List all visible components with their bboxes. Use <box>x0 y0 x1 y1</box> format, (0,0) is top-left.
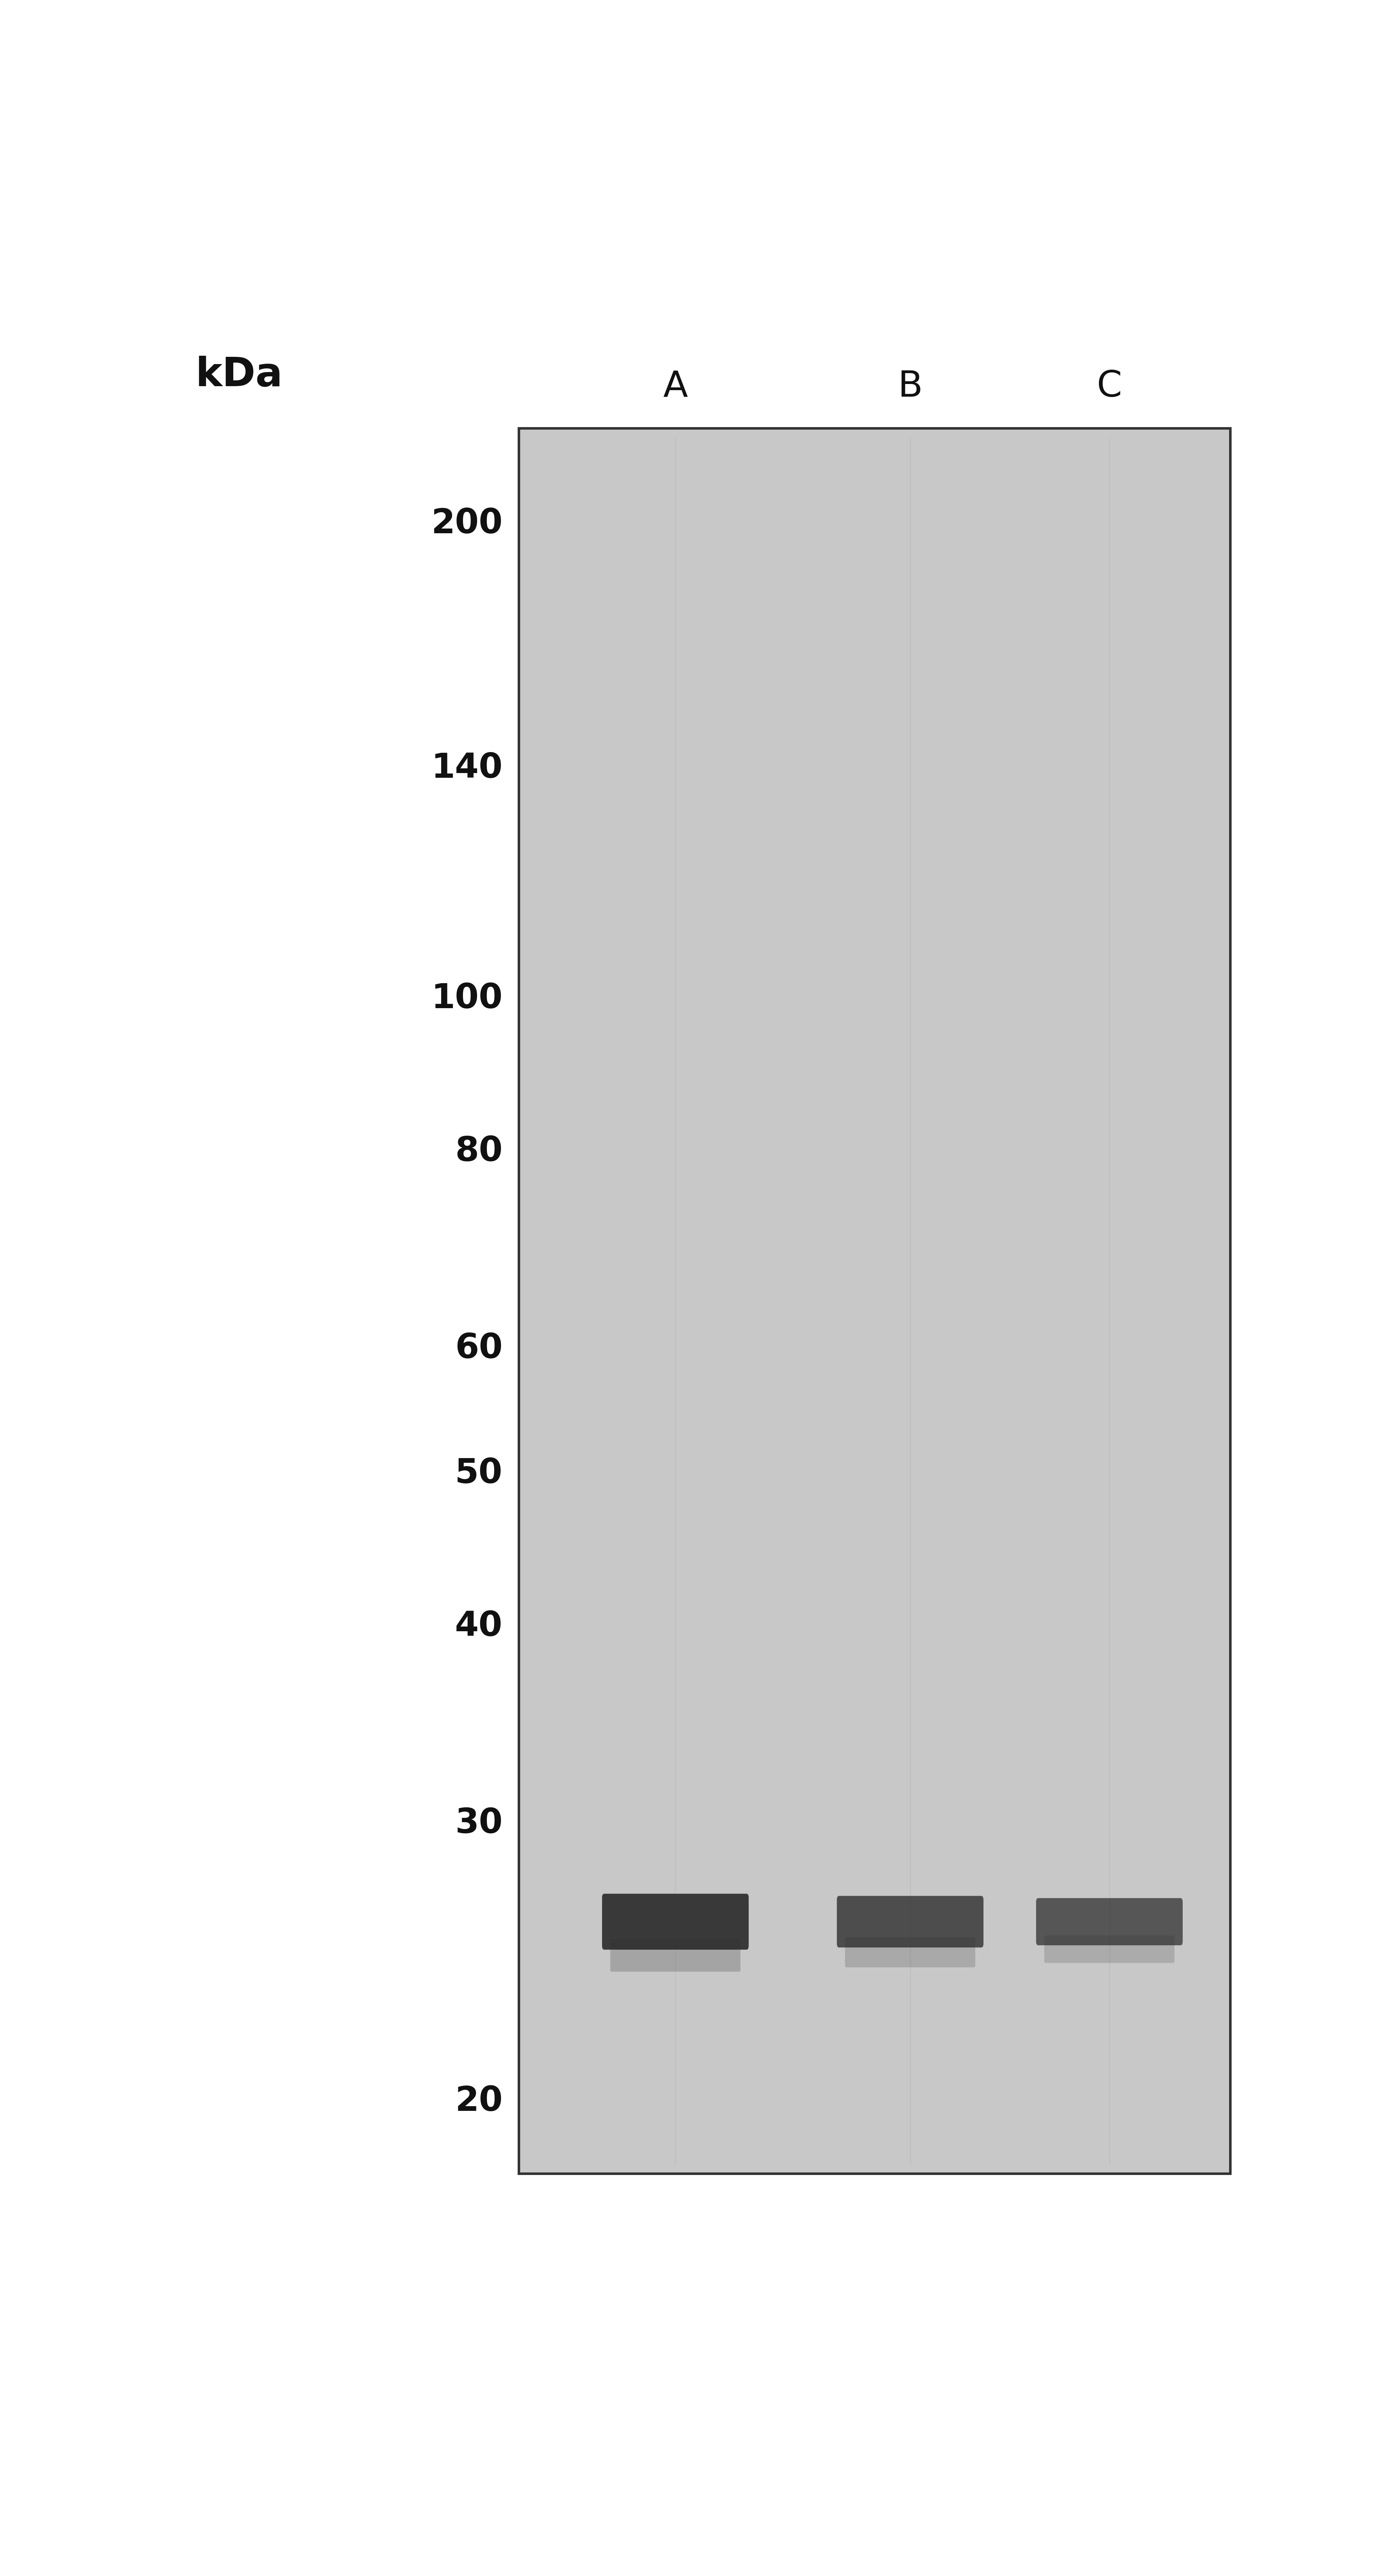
FancyBboxPatch shape <box>1045 1935 1174 1963</box>
Text: C: C <box>1096 368 1123 404</box>
FancyBboxPatch shape <box>611 1940 740 1971</box>
FancyBboxPatch shape <box>846 1937 975 1968</box>
Text: 60: 60 <box>455 1332 502 1365</box>
Text: 200: 200 <box>431 507 502 541</box>
Text: 20: 20 <box>455 2084 502 2117</box>
Text: 100: 100 <box>431 981 502 1015</box>
Text: 50: 50 <box>455 1458 502 1492</box>
Text: 140: 140 <box>431 752 502 786</box>
FancyBboxPatch shape <box>602 1893 748 1950</box>
FancyBboxPatch shape <box>1036 1899 1182 1945</box>
Text: A: A <box>664 368 687 404</box>
Text: B: B <box>897 368 922 404</box>
Text: 40: 40 <box>455 1610 502 1643</box>
FancyBboxPatch shape <box>837 1896 983 1947</box>
Text: 30: 30 <box>455 1806 502 1839</box>
Bar <box>519 428 1230 2174</box>
Text: 80: 80 <box>455 1136 502 1170</box>
Text: kDa: kDa <box>195 355 282 394</box>
